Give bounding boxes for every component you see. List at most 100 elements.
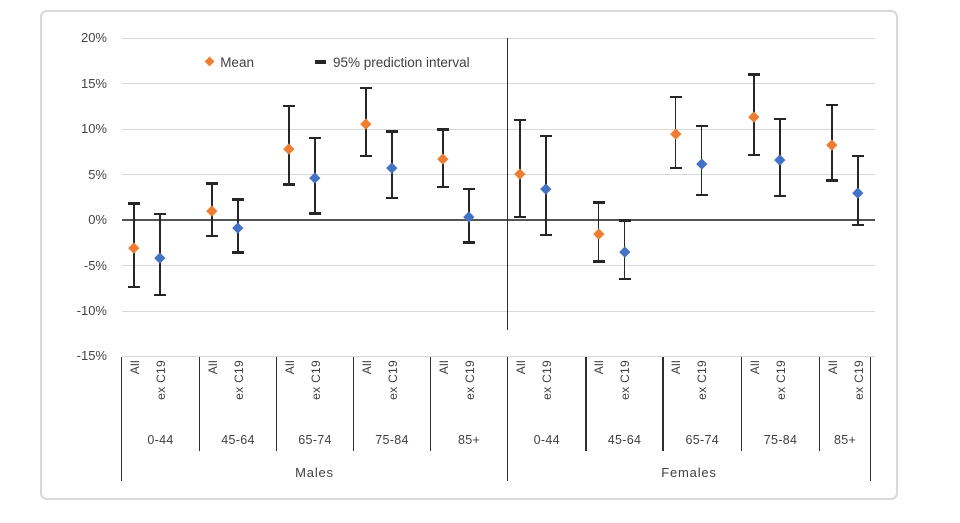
- error-bar-cap-bottom: [360, 154, 372, 158]
- error-bar-cap-top: [592, 201, 605, 204]
- measure-label-rotated: ex C19: [695, 360, 709, 400]
- error-bar-cap-bottom: [748, 153, 760, 157]
- error-bar-cap-top: [540, 134, 552, 138]
- gridline: [121, 37, 875, 39]
- error-bar-cap-top: [232, 198, 244, 201]
- age-group-label: 65-74: [685, 433, 719, 447]
- y-tick-label: 10%: [80, 121, 107, 137]
- error-bar-cap-top: [437, 128, 449, 131]
- legend-label-mean: Mean: [220, 54, 254, 70]
- error-bar-cap-top: [360, 86, 372, 90]
- measure-label-rotated: All: [669, 360, 683, 375]
- measure-label-rotated: All: [359, 360, 374, 375]
- error-bar-cap-bottom: [437, 185, 449, 189]
- y-tick-label: -15%: [76, 348, 107, 364]
- age-group-label: 0-44: [533, 433, 560, 447]
- males-females-divider: [506, 37, 509, 330]
- prediction-interval-dash-icon: [315, 60, 326, 64]
- error-bar-cap-bottom: [774, 194, 786, 198]
- error-bar-cap-top: [774, 117, 786, 121]
- error-bar-cap-bottom: [826, 179, 838, 182]
- gridline: [121, 128, 875, 130]
- sex-group-label: Males: [295, 465, 334, 480]
- sex-group-separator: [120, 357, 123, 481]
- age-group-label: 75-84: [763, 433, 798, 447]
- y-tick-label: 20%: [80, 30, 107, 46]
- error-bar-cap-top: [852, 154, 864, 158]
- error-bar-cap-top: [826, 103, 838, 107]
- age-group-label: 45-64: [221, 433, 255, 447]
- error-bar-cap-bottom: [669, 166, 682, 170]
- age-group-separator: [818, 357, 821, 451]
- measure-label-rotated: ex C19: [851, 360, 866, 400]
- chart-frame: [40, 10, 898, 500]
- measure-label-rotated: All: [592, 360, 606, 375]
- measure-label-rotated: All: [513, 360, 528, 375]
- error-bar-cap-bottom: [852, 223, 864, 227]
- measure-label-rotated: ex C19: [308, 360, 323, 400]
- age-group-separator: [740, 357, 743, 451]
- gridline: [121, 174, 875, 176]
- error-bar-cap-top: [386, 130, 398, 133]
- error-bar-cap-top: [514, 118, 526, 121]
- age-group-separator: [429, 357, 432, 451]
- error-bar: [519, 119, 521, 217]
- age-group-separator: [662, 357, 664, 451]
- error-bar-cap-top: [309, 136, 321, 140]
- age-group-label: 75-84: [375, 433, 409, 447]
- legend-item-prediction-interval: 95% prediction interval: [315, 53, 470, 71]
- y-tick-label: -5%: [83, 257, 107, 273]
- error-bar-cap-top: [206, 182, 218, 185]
- sex-group-separator: [506, 357, 509, 481]
- error-bar-cap-top: [748, 73, 760, 76]
- age-group-label: 85+: [833, 433, 857, 447]
- measure-label-rotated: ex C19: [618, 360, 632, 400]
- error-bar-cap-bottom: [463, 241, 475, 244]
- measure-label-rotated: ex C19: [539, 360, 554, 400]
- mean-diamond-icon: [204, 56, 215, 68]
- error-bar-cap-bottom: [283, 183, 295, 186]
- error-bar-cap-bottom: [154, 293, 166, 297]
- error-bar-cap-top: [618, 219, 631, 222]
- error-bar-cap-bottom: [540, 233, 552, 237]
- error-bar-cap-bottom: [514, 215, 526, 219]
- measure-label-rotated: ex C19: [153, 360, 168, 400]
- age-group-label: 65-74: [298, 433, 332, 447]
- gridline: [121, 265, 875, 267]
- y-tick-label: 0%: [88, 212, 107, 228]
- error-bar-cap-top: [463, 187, 475, 191]
- zero-axis-line: [121, 218, 875, 221]
- age-group-separator: [352, 357, 355, 451]
- y-tick-label: 15%: [80, 75, 107, 91]
- age-group-separator: [585, 357, 587, 451]
- measure-label-rotated: All: [127, 360, 142, 375]
- error-bar-cap-bottom: [309, 212, 321, 215]
- measure-label-rotated: All: [205, 360, 220, 375]
- age-group-separator: [198, 357, 201, 451]
- age-group-label: 45-64: [607, 433, 642, 447]
- error-bar-cap-top: [154, 212, 166, 216]
- sex-group-label: Females: [661, 465, 717, 480]
- age-group-label: 0-44: [147, 433, 174, 447]
- error-bar-cap-bottom: [695, 193, 708, 197]
- measure-label-rotated: All: [282, 360, 297, 375]
- error-bar-cap-top: [128, 202, 140, 205]
- error-bar-cap-bottom: [618, 277, 631, 280]
- error-bar-cap-top: [669, 95, 682, 99]
- measure-label-rotated: ex C19: [462, 360, 477, 400]
- legend-label-prediction-interval: 95% prediction interval: [333, 54, 470, 70]
- age-group-separator: [275, 357, 278, 451]
- sex-group-separator: [869, 357, 872, 481]
- gridline: [121, 83, 875, 85]
- error-bar-cap-bottom: [232, 251, 244, 254]
- measure-label-rotated: All: [436, 360, 451, 375]
- error-bar-cap-top: [283, 104, 295, 108]
- y-tick-label: 5%: [88, 166, 107, 182]
- measure-label-rotated: ex C19: [385, 360, 400, 400]
- gridline: [121, 310, 875, 312]
- age-group-label: 85+: [457, 433, 481, 447]
- y-tick-label: -10%: [76, 303, 107, 319]
- measure-label-rotated: ex C19: [231, 360, 246, 400]
- gridline: [121, 355, 875, 357]
